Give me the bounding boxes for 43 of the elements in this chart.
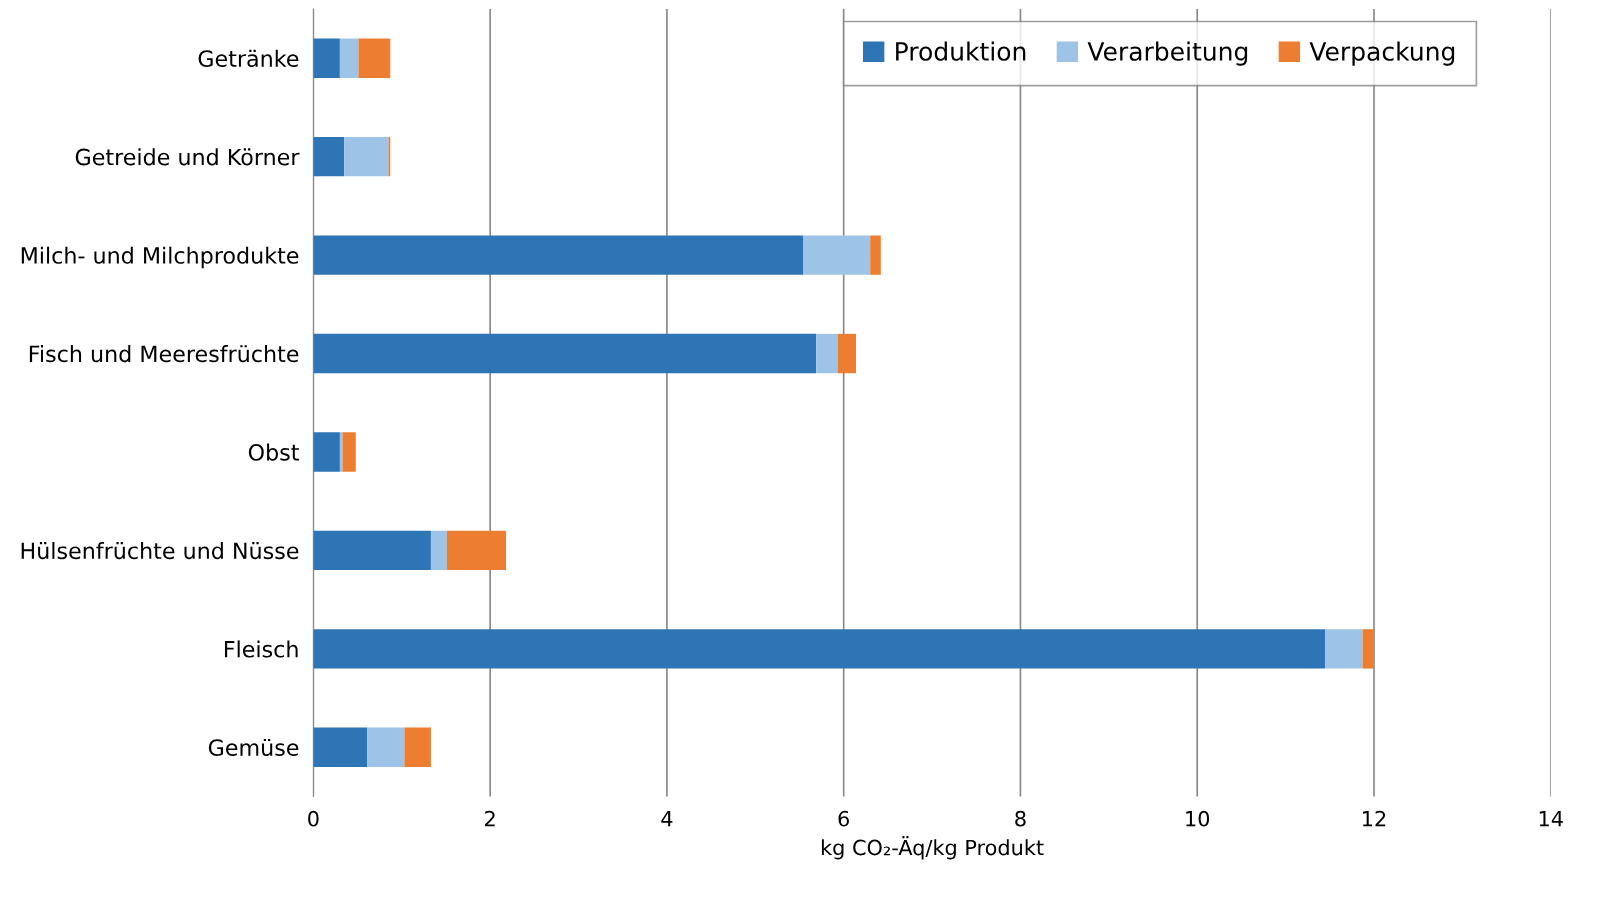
y-tick-label: Obst bbox=[248, 443, 299, 461]
bar bbox=[837, 333, 857, 374]
bar bbox=[1362, 629, 1374, 669]
bar bbox=[1325, 629, 1363, 669]
x-tick-label: 4 bbox=[661, 811, 673, 827]
legend-label: Verarbeitung bbox=[1087, 41, 1248, 66]
bar bbox=[313, 136, 345, 177]
bar bbox=[870, 235, 881, 275]
x-tick-label: 2 bbox=[485, 810, 495, 827]
bar bbox=[313, 629, 1326, 669]
x-tick-label: 12 bbox=[1363, 810, 1386, 827]
bar bbox=[446, 530, 507, 571]
y-tick-label: Gemüse bbox=[208, 738, 299, 757]
bar bbox=[430, 530, 447, 571]
x-tick-label: 14 bbox=[1539, 811, 1563, 827]
legend-label: Verpackung bbox=[1309, 41, 1455, 66]
y-tick-label: Fleisch bbox=[224, 640, 298, 658]
bar bbox=[339, 432, 343, 472]
bar bbox=[313, 530, 431, 571]
bar bbox=[344, 136, 389, 177]
bar bbox=[313, 38, 340, 78]
bar bbox=[313, 727, 368, 767]
x-tick-label: 0 bbox=[308, 810, 319, 827]
y-tick-label: Getreide und Körner bbox=[75, 148, 300, 166]
bar bbox=[339, 38, 359, 78]
y-tick-label: Milch- und Milchprodukte bbox=[21, 246, 299, 269]
bar bbox=[313, 235, 804, 275]
y-tick-label: Hülsenfrüchte und Nüsse bbox=[21, 541, 299, 560]
bar bbox=[816, 333, 838, 374]
x-tick-label: 10 bbox=[1186, 810, 1210, 827]
bar bbox=[404, 727, 431, 767]
x-axis-title: kg CO₂-Äq/kg Produkt bbox=[821, 836, 1044, 860]
y-tick-label: Fisch und Meeresfrüchte bbox=[29, 345, 299, 363]
bar bbox=[358, 38, 391, 78]
x-tick-label: 6 bbox=[838, 810, 849, 827]
bar bbox=[367, 727, 405, 767]
y-tick-label: Getränke bbox=[198, 49, 299, 67]
x-tick-label: 8 bbox=[1015, 810, 1026, 827]
bar bbox=[313, 432, 340, 472]
legend-label: Produktion bbox=[896, 41, 1026, 61]
bar bbox=[803, 235, 871, 275]
bar bbox=[342, 432, 356, 472]
bar bbox=[313, 333, 817, 374]
